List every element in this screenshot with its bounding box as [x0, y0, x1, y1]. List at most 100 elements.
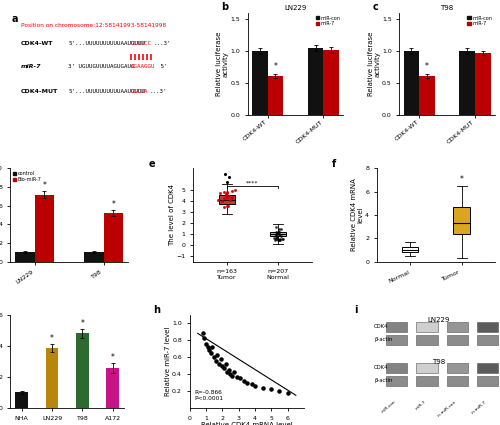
Legend: miR-con, miR-7: miR-con, miR-7	[467, 15, 492, 27]
Y-axis label: Relative CDK4 mRNA
level: Relative CDK4 mRNA level	[350, 178, 364, 252]
FancyBboxPatch shape	[476, 322, 498, 332]
Point	[275, 226, 283, 233]
Bar	[420, 76, 435, 115]
Point	[220, 204, 228, 210]
Point	[212, 358, 220, 365]
Point	[222, 195, 230, 201]
Point	[223, 190, 231, 197]
Text: β-actin: β-actin	[374, 378, 392, 383]
FancyBboxPatch shape	[446, 335, 468, 345]
Bar	[402, 247, 418, 252]
Text: e: e	[148, 159, 155, 169]
Point	[274, 229, 282, 235]
FancyBboxPatch shape	[416, 322, 438, 332]
Point	[221, 170, 229, 177]
Text: CDK4: CDK4	[374, 366, 388, 370]
Text: β-actin: β-actin	[374, 337, 392, 343]
FancyBboxPatch shape	[386, 335, 407, 345]
Bar	[84, 252, 103, 262]
Point	[274, 230, 281, 237]
Text: miR-con: miR-con	[380, 400, 397, 414]
Bar	[475, 53, 490, 115]
Bar	[218, 195, 235, 204]
Text: 5'...UUUUUUUUUUAAUGUUU: 5'...UUUUUUUUUUAAUGUUU	[68, 89, 145, 94]
Text: *: *	[274, 62, 278, 71]
Text: *: *	[42, 181, 46, 190]
Y-axis label: Relative luciferase
activity: Relative luciferase activity	[216, 32, 229, 96]
Text: c: c	[372, 3, 378, 12]
Text: 5': 5'	[157, 64, 168, 69]
Point	[224, 193, 232, 200]
Text: ****: ****	[246, 180, 259, 185]
Point	[207, 349, 215, 356]
Point	[233, 374, 241, 381]
Point	[228, 194, 236, 201]
Text: 5'...UUUUUUUUUUAAUGUUU: 5'...UUUUUUUUUUAAUGUUU	[68, 42, 145, 46]
Point	[277, 233, 285, 240]
Point	[224, 202, 232, 209]
Text: *: *	[425, 62, 429, 71]
Point	[248, 381, 256, 388]
Point	[272, 235, 280, 242]
Text: in-miR-con: in-miR-con	[437, 400, 457, 418]
Point	[226, 371, 234, 377]
Point	[276, 235, 284, 242]
Text: *: *	[460, 175, 464, 184]
Text: Position on chromosome:12:58141993-58141998: Position on chromosome:12:58141993-58141…	[21, 23, 166, 28]
Text: *: *	[111, 353, 115, 362]
Legend: control, Bio-miR-7: control, Bio-miR-7	[12, 171, 42, 182]
Point	[278, 235, 286, 242]
Text: T98: T98	[432, 360, 445, 366]
Point	[228, 372, 236, 379]
Text: *: *	[112, 200, 115, 209]
Point	[228, 194, 236, 201]
Point	[276, 226, 284, 232]
Point	[230, 369, 237, 376]
Point	[236, 375, 244, 382]
Point	[268, 386, 276, 393]
Point	[251, 382, 259, 389]
Bar	[104, 213, 123, 262]
FancyBboxPatch shape	[446, 363, 468, 373]
Y-axis label: Relative luciferase
activity: Relative luciferase activity	[368, 32, 380, 96]
Point	[284, 389, 292, 396]
Point	[218, 197, 226, 204]
Point	[272, 229, 280, 235]
Point	[259, 384, 267, 391]
Point	[276, 237, 283, 244]
Point	[223, 368, 231, 375]
Point	[225, 366, 233, 373]
FancyBboxPatch shape	[416, 335, 438, 345]
Text: CDK4: CDK4	[374, 324, 388, 329]
Point	[198, 330, 206, 337]
Point	[210, 354, 218, 360]
Title: T98: T98	[440, 5, 454, 11]
Point	[224, 203, 232, 210]
Text: ...3': ...3'	[154, 42, 171, 46]
Point	[218, 362, 226, 369]
Point	[220, 194, 228, 201]
Point	[243, 379, 251, 386]
Text: UGCUA: UGCUA	[131, 89, 148, 94]
Text: ...3': ...3'	[150, 89, 168, 94]
Point	[275, 236, 283, 243]
Point	[224, 189, 232, 196]
FancyBboxPatch shape	[386, 376, 407, 385]
Point	[216, 355, 224, 362]
Text: CDK4-WT: CDK4-WT	[21, 42, 54, 46]
Point	[205, 347, 213, 354]
Bar	[34, 195, 54, 262]
Point	[274, 237, 282, 244]
FancyBboxPatch shape	[386, 363, 407, 373]
Point	[223, 178, 231, 185]
Point	[274, 231, 282, 238]
Point	[276, 228, 283, 235]
Text: UCUUCC: UCUUCC	[131, 42, 152, 46]
Point	[228, 188, 236, 195]
FancyBboxPatch shape	[476, 376, 498, 385]
Text: a: a	[12, 14, 18, 24]
Point	[208, 343, 216, 350]
Point	[204, 343, 212, 350]
Point	[270, 235, 278, 241]
Point	[272, 232, 280, 238]
